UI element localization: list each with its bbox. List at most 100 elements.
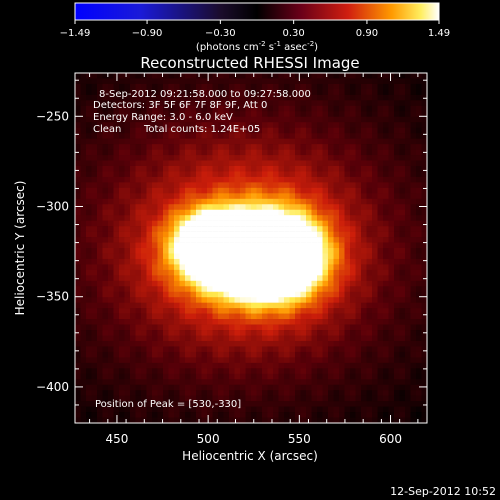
heatmap-cell [361, 204, 367, 211]
heatmap-cell [102, 264, 109, 271]
heatmap-cell [251, 94, 257, 101]
heatmap-cell [218, 237, 224, 243]
heatmap-cell [377, 379, 384, 386]
heatmap-cell [234, 204, 241, 211]
heatmap-cell [421, 248, 428, 254]
heatmap-cell [366, 253, 373, 260]
heatmap-cell [372, 379, 378, 386]
heatmap-cell [163, 264, 169, 271]
heatmap-cell [113, 105, 120, 112]
heatmap-cell [262, 116, 268, 123]
heatmap-cell [152, 346, 158, 353]
heatmap-cell [218, 286, 224, 293]
heatmap-cell [201, 149, 208, 156]
heatmap-cell [75, 351, 81, 358]
heatmap-cell [212, 302, 219, 309]
heatmap-cell [240, 324, 246, 331]
heatmap-cell [130, 138, 136, 145]
heatmap-cell [86, 351, 92, 358]
heatmap-cell [108, 291, 114, 298]
heatmap-cell [179, 171, 186, 178]
heatmap-cell [372, 83, 378, 90]
heatmap-cell [262, 231, 268, 238]
heatmap-cell [284, 89, 290, 96]
heatmap-cell [311, 231, 318, 238]
heatmap-cell [344, 269, 351, 276]
heatmap-cell [366, 412, 373, 418]
heatmap-cell [350, 133, 356, 139]
heatmap-cell [377, 362, 384, 369]
heatmap-cell [91, 335, 98, 342]
heatmap-cell [190, 384, 197, 391]
heatmap-cell [350, 340, 356, 347]
heatmap-cell [108, 226, 114, 232]
heatmap-cell [168, 89, 175, 96]
heatmap-cell [179, 258, 186, 265]
heatmap-cell [339, 242, 345, 249]
heatmap-cell [366, 384, 373, 391]
heatmap-cell [212, 269, 219, 276]
heatmap-cell [102, 138, 109, 145]
heatmap-cell [421, 395, 428, 402]
heatmap-cell [366, 209, 373, 216]
heatmap-cell [141, 220, 147, 227]
heatmap-cell [212, 111, 219, 118]
heatmap-cell [119, 209, 125, 216]
heatmap-cell [350, 182, 356, 189]
heatmap-cell [377, 242, 384, 249]
heatmap-cell [212, 291, 219, 298]
heatmap-cell [399, 187, 406, 194]
heatmap-cell [207, 412, 213, 418]
heatmap-cell [251, 182, 257, 189]
heatmap-cell [273, 122, 279, 128]
heatmap-cell [119, 242, 125, 249]
heatmap-cell [289, 83, 296, 90]
heatmap-cell [196, 165, 202, 172]
heatmap-cell [146, 242, 153, 249]
heatmap-cell [86, 412, 92, 418]
heatmap-cell [295, 94, 301, 101]
annotation-detectors: Detectors: 3F 5F 6F 7F 8F 9F, Att 0 [93, 100, 267, 111]
heatmap-cell [278, 373, 285, 380]
heatmap-cell [317, 138, 323, 145]
heatmap-cell [168, 340, 175, 347]
heatmap-cell [267, 242, 274, 249]
heatmap-cell [223, 138, 230, 145]
heatmap-cell [163, 144, 169, 150]
heatmap-cell [185, 237, 191, 243]
heatmap-cell [130, 313, 136, 320]
heatmap-cell [322, 144, 329, 150]
heatmap-cell [410, 362, 417, 369]
heatmap-cell [196, 297, 202, 303]
heatmap-cell [97, 83, 103, 90]
heatmap-cell [124, 83, 131, 90]
heatmap-cell [91, 286, 98, 293]
heatmap-cell [421, 198, 428, 205]
heatmap-cell [295, 330, 301, 336]
heatmap-cell [322, 83, 329, 90]
heatmap-cell [388, 248, 395, 254]
heatmap-cell [273, 226, 279, 232]
heatmap-cell [207, 187, 213, 194]
heatmap-cell [328, 231, 334, 238]
y-tick-label: −300 [36, 200, 69, 214]
heatmap-cell [80, 209, 87, 216]
heatmap-cell [223, 73, 230, 79]
heatmap-cell [344, 340, 351, 347]
heatmap-cell [163, 313, 169, 320]
heatmap-cell [295, 127, 301, 134]
heatmap-cell [152, 379, 158, 386]
heatmap-cell [80, 297, 87, 303]
heatmap-cell [416, 286, 422, 293]
heatmap-cell [273, 111, 279, 118]
heatmap-cell [135, 379, 142, 386]
heatmap-cell [80, 116, 87, 123]
heatmap-cell [289, 122, 296, 128]
heatmap-cell [405, 379, 411, 386]
heatmap-cell [405, 417, 411, 424]
heatmap-cell [311, 384, 318, 391]
heatmap-cell [86, 94, 92, 101]
heatmap-cell [113, 368, 120, 375]
heatmap-cell [262, 313, 268, 320]
heatmap-cell [322, 297, 329, 303]
